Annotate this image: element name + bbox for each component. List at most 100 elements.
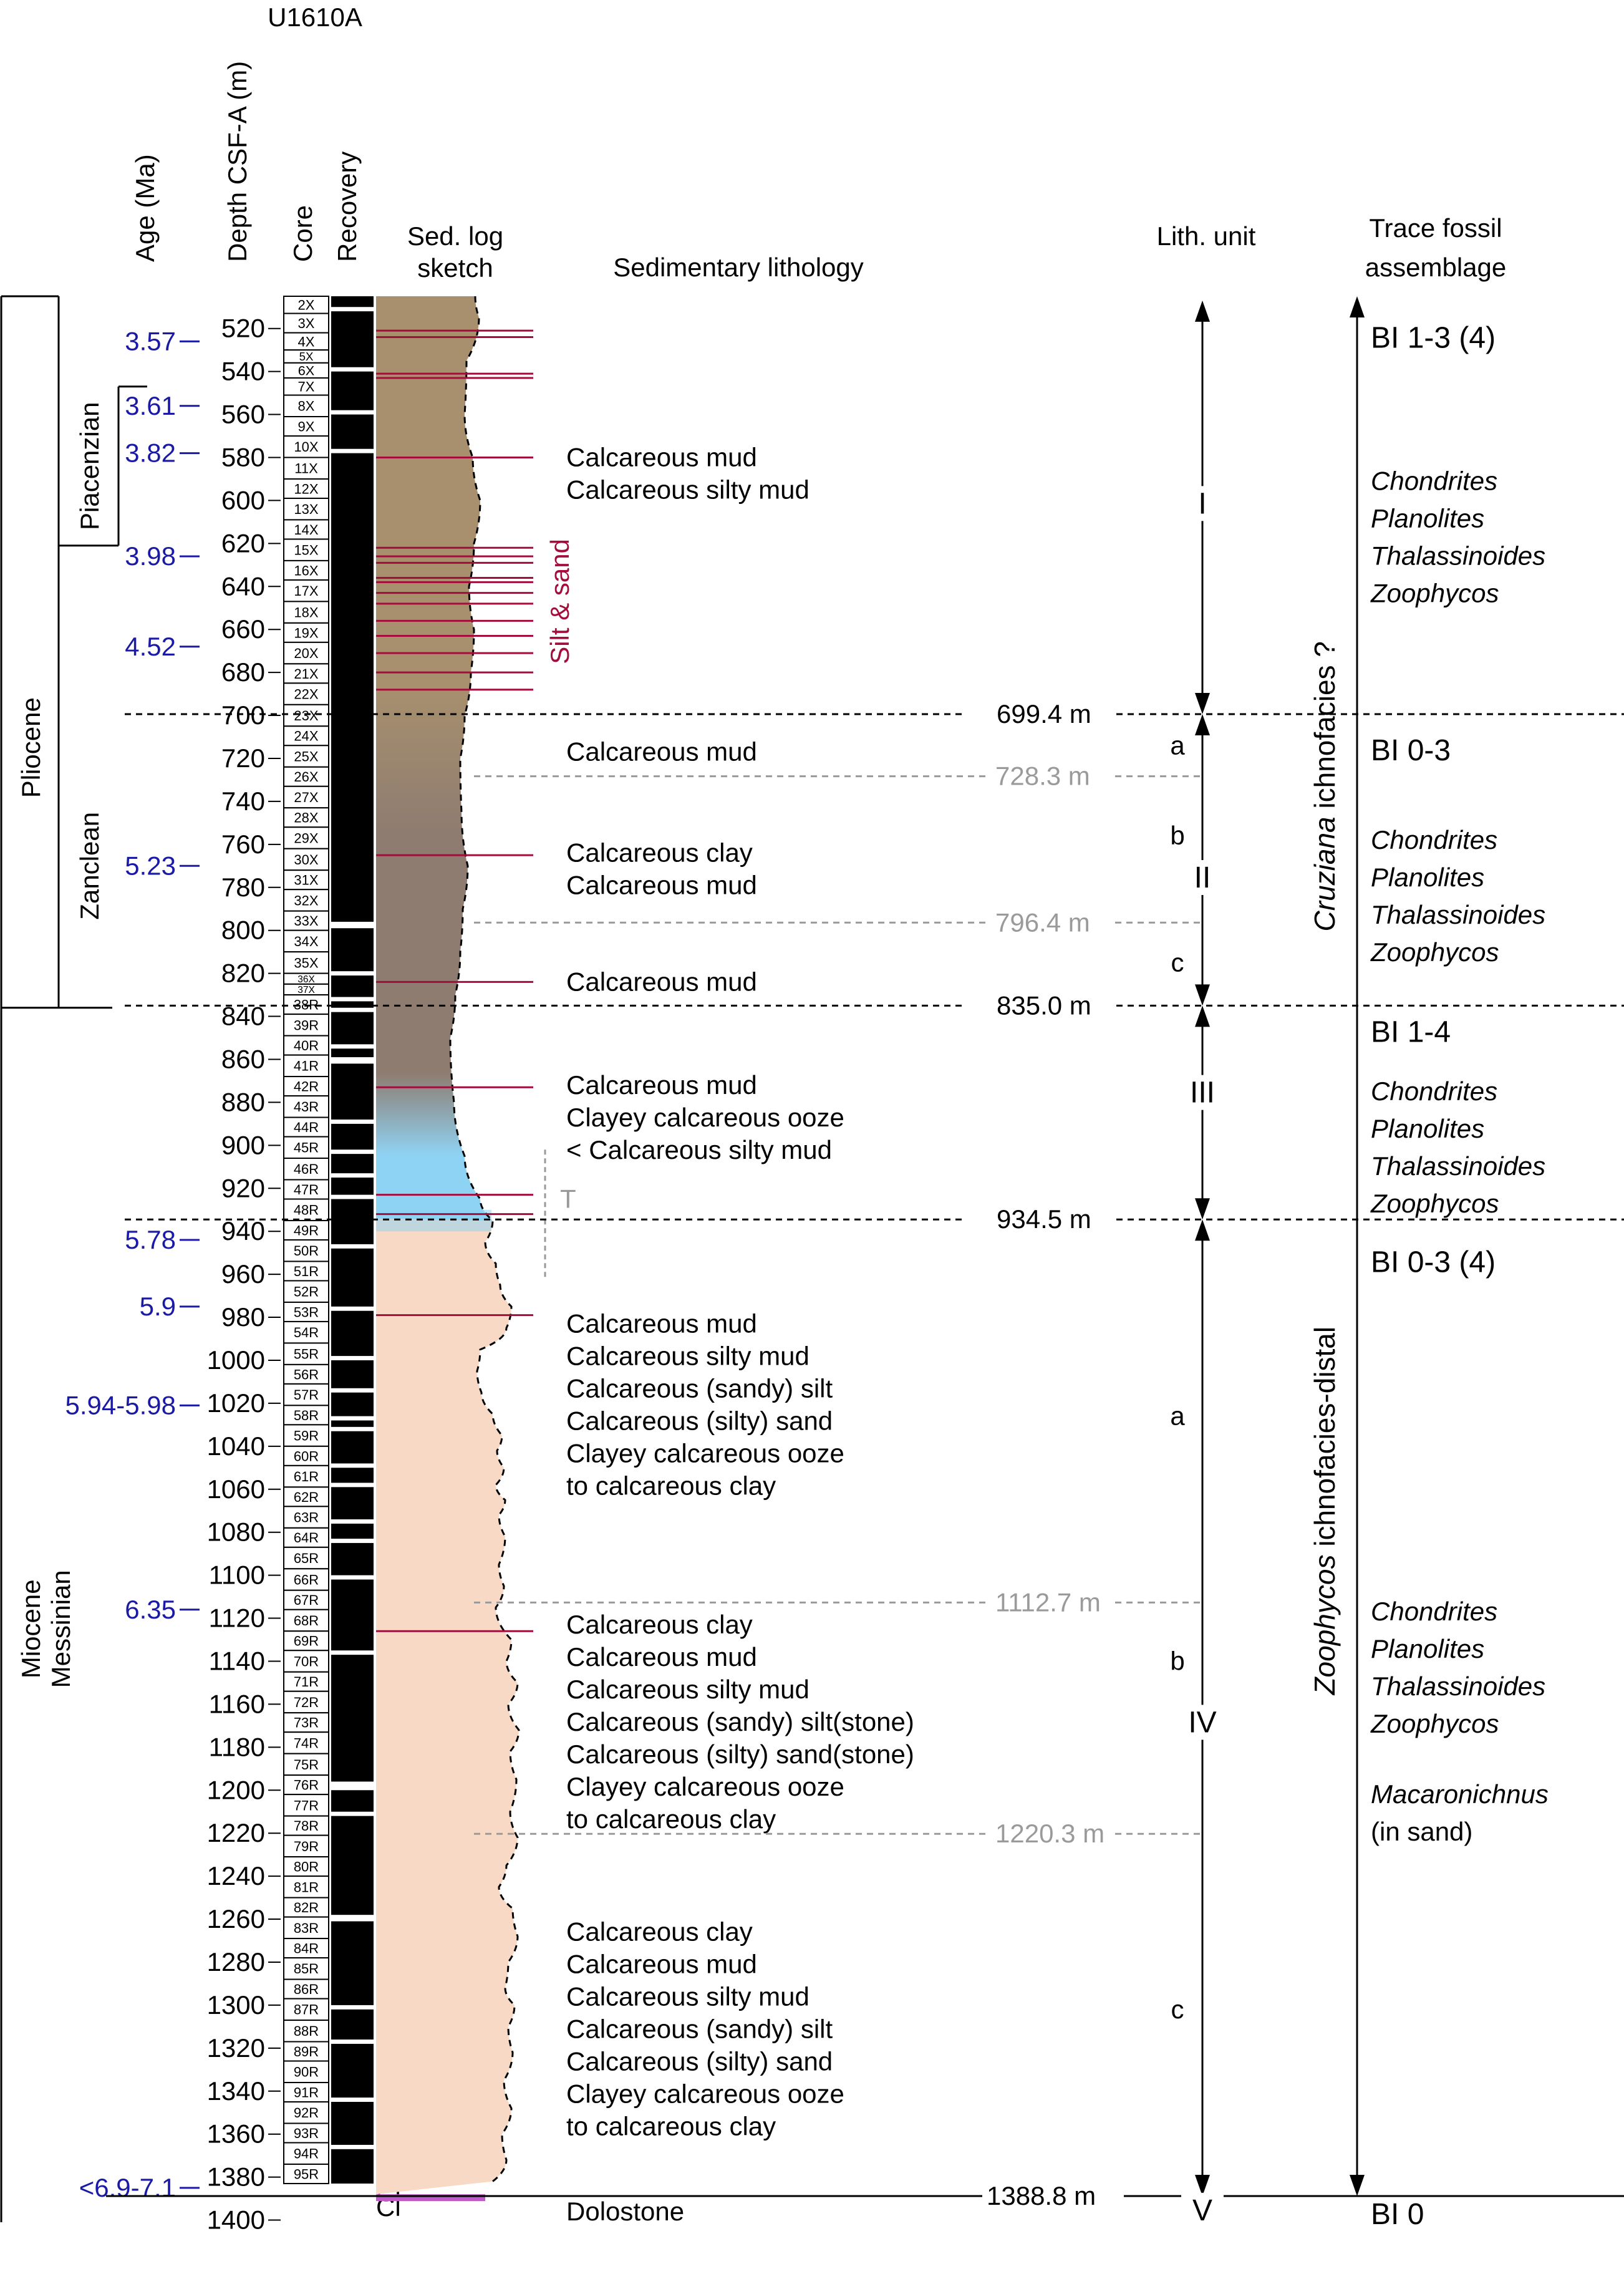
core-label: 32X	[294, 893, 318, 908]
core-label: 43R	[294, 1099, 319, 1115]
header-core: Core	[288, 205, 317, 262]
core-label: 91R	[294, 2084, 319, 2100]
depth-tick-label: 1120	[209, 1604, 265, 1633]
core-box	[283, 1546, 329, 1570]
core-label: 83R	[294, 1920, 319, 1936]
subunit-label: c	[1171, 1995, 1184, 2024]
core-box	[283, 457, 329, 480]
lithology-line: Clayey calcareous ooze	[566, 1103, 844, 1132]
depth-tick-label: 1220	[207, 1818, 265, 1847]
core-label: 57R	[294, 1387, 319, 1403]
age-label: 3.98	[125, 541, 176, 571]
recovery-gap	[331, 1194, 374, 1199]
recovery-gap	[331, 1575, 374, 1580]
core-box	[283, 1035, 329, 1056]
core-label: 79R	[294, 1839, 319, 1854]
core-box	[283, 1630, 329, 1652]
lithology-line: Clayey calcareous ooze	[566, 1772, 844, 1801]
subunit-label: a	[1170, 730, 1185, 760]
core-box	[283, 951, 329, 974]
age-label: 5.94-5.98	[65, 1390, 176, 1420]
core-box	[283, 1875, 329, 1899]
trace-fossil-taxon: Chondrites	[1371, 1597, 1497, 1626]
depth-tick-label: 1260	[207, 1904, 265, 1933]
core-label: 3X	[298, 316, 315, 331]
core-box	[283, 807, 329, 828]
core-box	[283, 497, 329, 521]
core-box	[283, 1136, 329, 1159]
recovery-gap	[331, 971, 374, 976]
depth-tick-label: 820	[221, 959, 265, 988]
core-label: 51R	[294, 1264, 319, 1279]
unit-iii-arrow-arrowhead-up-icon	[1195, 1005, 1210, 1027]
core-box	[283, 1671, 329, 1692]
depth-tick-label: 1400	[207, 2205, 265, 2235]
recovery-gap	[331, 1306, 374, 1311]
header-sed-log-line2: sketch	[417, 253, 493, 283]
ichnofacies-arrowhead-up-icon	[1350, 296, 1365, 317]
dolostone-band	[376, 2194, 485, 2202]
age-label: 3.61	[125, 391, 176, 420]
recovery-gap	[331, 1007, 374, 1012]
core-label: 59R	[294, 1428, 319, 1444]
depth-tick-label: 700	[221, 700, 265, 730]
recovery-gap	[331, 1539, 374, 1543]
core-box	[283, 1527, 329, 1548]
core-label: 27X	[294, 790, 318, 805]
header-lithology: Sedimentary lithology	[613, 253, 864, 282]
core-label: 26X	[294, 769, 318, 785]
core-box	[283, 1978, 329, 2000]
trace-fossil-taxon: Thalassinoides	[1371, 1151, 1545, 1181]
core-label: 75R	[294, 1757, 319, 1773]
core-label: 41R	[294, 1058, 319, 1074]
depth-tick-label: 620	[221, 528, 265, 558]
depth-tick-label: 1060	[207, 1474, 265, 1504]
epoch-label-pliocene: Pliocene	[16, 697, 46, 798]
epoch-label-miocene: Miocene	[16, 1579, 46, 1678]
depth-tick-label: 860	[221, 1044, 265, 1073]
core-box	[283, 1363, 329, 1385]
recovery-gap	[331, 448, 374, 453]
core-box	[283, 1405, 329, 1426]
lithology-line: to calcareous clay	[566, 1804, 776, 1834]
header-trace-line2: assemblage	[1365, 253, 1506, 282]
header-trace-line1: Trace fossil	[1369, 213, 1502, 243]
core-label: 50R	[294, 1243, 319, 1259]
core-label: 52R	[294, 1284, 319, 1300]
age-label: 4.52	[125, 632, 176, 661]
trace-fossil-taxon: Thalassinoides	[1371, 1672, 1545, 1701]
depth-tick-label: 960	[221, 1259, 265, 1289]
core-label: 69R	[294, 1633, 319, 1649]
depth-tick-label: 600	[221, 485, 265, 515]
age-label: 6.35	[125, 1595, 176, 1624]
core-label: 35X	[294, 955, 318, 970]
depth-tick-label: 660	[221, 614, 265, 644]
core-label: 71R	[294, 1674, 319, 1690]
lithology-line: Calcareous mud	[566, 737, 757, 767]
core-label: 54R	[294, 1325, 319, 1340]
lithology-line: Calcareous (sandy) silt	[566, 1373, 833, 1403]
lithology-line: Calcareous (silty) sand	[566, 2047, 833, 2076]
depth-tick-label: 900	[221, 1130, 265, 1159]
age-label: 5.9	[140, 1292, 176, 1321]
core-label: 16X	[294, 563, 318, 578]
core-label: 56R	[294, 1367, 319, 1382]
recovery-gap	[331, 1244, 374, 1249]
recovery-gap	[331, 1426, 374, 1431]
ichnofacies-name: Zoophycos	[1308, 1555, 1341, 1696]
depth-tick-label: 1340	[207, 2076, 265, 2106]
ichnofacies-suffix: ichnofacies ?	[1308, 641, 1341, 816]
trace-fossil-taxon: Thalassinoides	[1371, 541, 1545, 570]
depth-tick-label: 980	[221, 1302, 265, 1332]
lithology-line: < Calcareous silty mud	[566, 1135, 832, 1164]
core-label: 5X	[299, 350, 314, 363]
core-box	[283, 2020, 329, 2043]
lithology-line: Calcareous mud	[566, 1642, 757, 1672]
lithology-line: Calcareous clay	[566, 1610, 753, 1639]
core-box	[283, 1897, 329, 1918]
trace-fossil-taxon: Zoophycos	[1370, 578, 1499, 607]
core-label: 86R	[294, 1981, 319, 1997]
unit-iii-arrow-arrowhead-down-icon	[1195, 1198, 1210, 1220]
core-label: 68R	[294, 1613, 319, 1628]
